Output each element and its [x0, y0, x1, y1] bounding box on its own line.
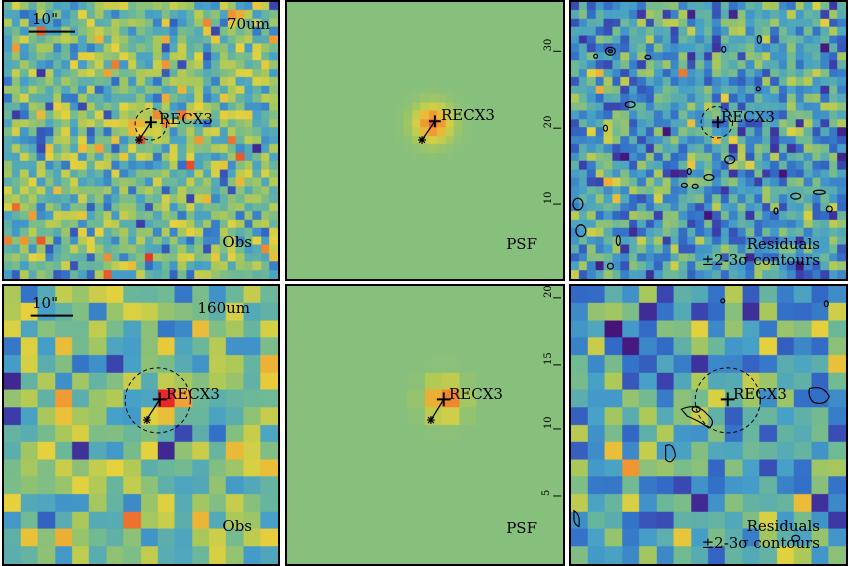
row2-psf-panel: 20 15 10 5 RECX3 PSF — [285, 284, 565, 566]
plus-marker — [428, 115, 441, 128]
row2-obs-overlay — [30, 314, 191, 434]
row2-obs-image — [4, 286, 278, 564]
row1-psf-panel: 30 20 10 RECX3 PSF — [285, 0, 565, 281]
row1-res-image — [571, 2, 846, 279]
source-label: RECX3 — [159, 110, 213, 128]
row1-obs-overlay — [28, 30, 168, 144]
axis-tick-label: 20 — [543, 285, 554, 298]
asterisk-marker — [142, 416, 151, 425]
aperture-circle — [134, 107, 168, 141]
plus-marker — [711, 116, 724, 129]
panel-label-contours: ±2-3σ contours — [701, 251, 820, 269]
residual-contours — [573, 298, 830, 542]
panel-label-residuals: Residuals — [746, 235, 820, 253]
panel-label-obs: Obs — [222, 517, 252, 535]
offset-arrow — [146, 399, 161, 420]
offset-arrow — [430, 399, 445, 421]
source-label: RECX3 — [449, 385, 503, 403]
asterisk-marker — [426, 416, 435, 425]
offset-arrow — [421, 120, 436, 141]
source-label: RECX3 — [441, 106, 495, 124]
row2-res-image — [571, 286, 846, 564]
offset-arrow — [138, 121, 152, 141]
aperture-circle — [694, 367, 761, 434]
asterisk-marker — [418, 136, 426, 144]
panel-label-residuals: Residuals — [746, 517, 820, 535]
axis-tick-label: 10 — [543, 416, 554, 429]
aperture-circle — [700, 106, 734, 139]
residual-contours — [572, 34, 833, 270]
axis-tick-label: 5 — [541, 490, 552, 496]
source-label: RECX3 — [733, 385, 787, 403]
scale-bar-label: 10" — [32, 294, 58, 312]
axis-tick-label: 10 — [543, 192, 554, 205]
row1-obs-panel: 10" 70um RECX3 Obs — [2, 0, 280, 281]
source-label: RECX3 — [166, 385, 220, 403]
asterisk-marker — [135, 136, 143, 144]
plus-marker — [720, 392, 735, 407]
aperture-circle — [124, 367, 191, 434]
panel-label-psf: PSF — [506, 235, 537, 253]
right-axis-ticks — [553, 50, 562, 205]
row1-psf-overlay: 30 20 10 — [418, 39, 562, 205]
panel-label-contours: ±2-3σ contours — [701, 534, 820, 552]
row2-obs-panel: 10" 160um RECX3 Obs — [2, 284, 280, 566]
panel-label-psf: PSF — [506, 519, 537, 537]
row2-res-panel: RECX3 Residuals ±2-3σ contours — [569, 284, 848, 566]
panel-label-obs: Obs — [222, 233, 252, 251]
band-label: 70um — [227, 15, 270, 33]
row2-res-overlay — [573, 298, 830, 542]
source-label: RECX3 — [721, 108, 775, 126]
plus-marker — [436, 392, 451, 407]
band-label: 160um — [197, 299, 250, 317]
axis-tick-label: 15 — [543, 352, 554, 365]
row2-psf-overlay: 20 15 10 5 — [426, 285, 562, 497]
plus-marker — [152, 392, 167, 407]
plus-marker — [144, 116, 157, 129]
axis-tick-label: 30 — [543, 39, 554, 52]
row1-res-panel: RECX3 Residuals ±2-3σ contours — [569, 0, 848, 281]
right-axis-ticks — [553, 297, 562, 497]
axis-tick-label: 20 — [543, 116, 554, 129]
row1-res-overlay — [572, 34, 833, 270]
row2-psf-image — [287, 286, 563, 564]
scale-bar-label: 10" — [32, 10, 58, 28]
